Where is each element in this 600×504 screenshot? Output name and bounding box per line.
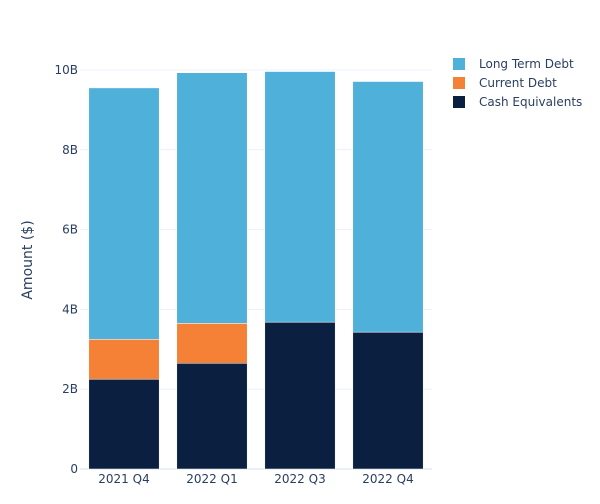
y-tick-label: 2B: [62, 382, 78, 396]
bar-segment: [88, 87, 160, 340]
x-axis-ticks: 2021 Q4 2022 Q1 2022 Q3 2022 Q4: [98, 472, 413, 486]
bar-segment: [88, 378, 160, 470]
bar-segment: [264, 71, 336, 323]
bar-segment: [176, 363, 248, 470]
bar-segment: [88, 339, 160, 380]
x-tick-label: 2022 Q1: [186, 472, 237, 486]
bars: [88, 71, 424, 470]
y-axis-title: Amount ($): [20, 220, 36, 299]
legend-swatch: [453, 96, 465, 108]
bar-segment: [352, 331, 424, 470]
bar-segment: [264, 321, 336, 470]
bar-segment: [176, 323, 248, 364]
y-tick-label: 10B: [54, 63, 78, 77]
legend-item[interactable]: Long Term Debt: [453, 57, 574, 71]
bar-segment: [176, 72, 248, 324]
y-tick-label: 4B: [62, 302, 78, 316]
x-tick-label: 2022 Q3: [274, 472, 325, 486]
legend-swatch: [453, 58, 465, 70]
legend-item[interactable]: Current Debt: [453, 76, 557, 90]
legend-item[interactable]: Cash Equivalents: [453, 95, 582, 109]
x-tick-label: 2021 Q4: [98, 472, 149, 486]
legend-label: Long Term Debt: [479, 57, 574, 71]
y-tick-label: 8B: [62, 143, 78, 157]
y-tick-label: 0: [70, 462, 78, 476]
y-axis-ticks: 0 2B 4B 6B 8B 10B: [54, 63, 78, 476]
legend-swatch: [453, 77, 465, 89]
legend-label: Cash Equivalents: [479, 95, 582, 109]
x-tick-label: 2022 Q4: [362, 472, 413, 486]
legend: Long Term Debt Current Debt Cash Equivalen…: [453, 57, 582, 109]
bar-segment: [352, 81, 424, 333]
y-tick-label: 6B: [62, 223, 78, 237]
legend-label: Current Debt: [479, 76, 557, 90]
